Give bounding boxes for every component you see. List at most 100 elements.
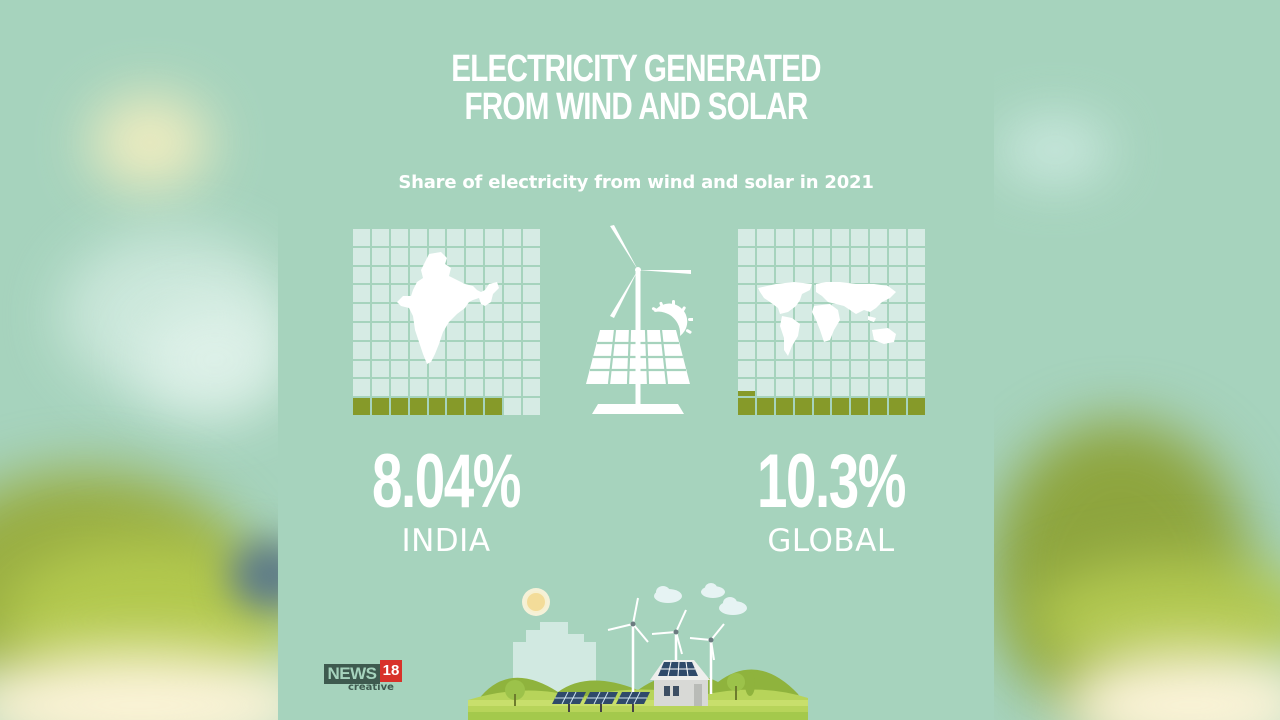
waffle-cell [794,266,812,284]
waffle-cell [523,360,540,378]
waffle-cell [851,322,869,340]
waffle-cell [485,285,503,303]
waffle-cell [775,247,793,265]
waffle-cell [466,322,484,340]
waffle-cell [523,398,540,415]
waffle-cell [794,285,812,303]
waffle-cell [485,379,503,397]
waffle-cell [851,398,869,415]
waffle-cell [409,322,427,340]
waffle-cell [409,341,427,359]
waffle-cell [794,341,812,359]
waffle-cell [738,229,755,246]
waffle-cell [794,360,812,378]
waffle-cell [371,266,389,284]
waffle-cell [466,379,484,397]
waffle-cell [390,247,408,265]
waffle-cell [485,360,503,378]
waffle-cell [813,379,831,397]
waffle-cell [832,304,850,321]
waffle-cell [794,398,812,415]
waffle-cell [390,341,408,359]
waffle-cell [756,304,774,321]
india-label: INDIA [401,523,491,559]
waffle-cell [794,379,812,397]
waffle-cell [908,266,925,284]
waffle-cell [409,229,427,246]
waffle-cell [756,360,774,378]
waffle-cell [851,360,869,378]
waffle-cell [870,266,888,284]
waffle-cell [485,398,503,415]
waffle-cell [466,341,484,359]
waffle-cell [428,285,446,303]
waffle-cell [756,285,774,303]
waffle-cell [870,247,888,265]
waffle-cell [908,304,925,321]
waffle-cell [813,304,831,321]
waffle-cell [353,304,370,321]
waffle-cell [832,285,850,303]
waffle-cell [908,398,925,415]
waffle-cell [870,322,888,340]
waffle-cell [523,304,540,321]
waffle-cell [832,247,850,265]
waffle-cell [794,247,812,265]
waffle-cell [813,285,831,303]
waffle-cell [390,304,408,321]
waffle-cell [466,266,484,284]
waffle-cell [908,247,925,265]
waffle-cell [523,341,540,359]
title-line-1: ELECTRICITY GENERATED [451,48,821,90]
waffle-cell [851,341,869,359]
waffle-cell [447,379,465,397]
waffle-cell [371,285,389,303]
waffle-cell [832,229,850,246]
waffle-cell [390,229,408,246]
waffle-cell [371,322,389,340]
waffle-cell [908,379,925,397]
waffle-cell [485,322,503,340]
waffle-cell [504,304,522,321]
waffle-cell [870,379,888,397]
waffle-cell [738,360,755,378]
infographic-panel: ELECTRICITY GENERATED FROM WIND AND SOLA… [278,0,994,720]
waffle-cell [447,322,465,340]
waffle-cell [523,229,540,246]
waffle-cell [409,360,427,378]
waffle-cell [371,341,389,359]
waffle-cell [738,285,755,303]
waffle-cell [889,341,907,359]
waffle-cell [775,229,793,246]
waffle-cell [428,266,446,284]
blurred-sun [90,95,210,190]
waffle-cell [353,341,370,359]
waffle-cell [504,322,522,340]
waffle-cell [813,341,831,359]
waffle-cell [409,304,427,321]
waffle-cell [485,266,503,284]
waffle-cell [832,398,850,415]
waffle-cell [371,379,389,397]
global-waffle-grid [738,229,925,415]
waffle-cell [485,247,503,265]
waffle-cell [851,285,869,303]
waffle-cell [775,379,793,397]
waffle-cell [428,379,446,397]
waffle-cell [466,360,484,378]
waffle-cell [523,322,540,340]
waffle-cell [794,304,812,321]
logo-brand: NEWS [324,664,380,684]
news18-creative-logo: NEWS 18 creative [324,660,406,694]
waffle-cell [889,304,907,321]
waffle-cell [447,304,465,321]
infographic-subtitle: Share of electricity from wind and solar… [398,172,874,193]
waffle-cell [908,322,925,340]
waffle-cell [756,266,774,284]
waffle-cell [390,285,408,303]
waffle-cell [775,285,793,303]
waffle-cell [813,322,831,340]
blurred-cloud [140,300,290,420]
waffle-cell [371,247,389,265]
waffle-cell [466,229,484,246]
